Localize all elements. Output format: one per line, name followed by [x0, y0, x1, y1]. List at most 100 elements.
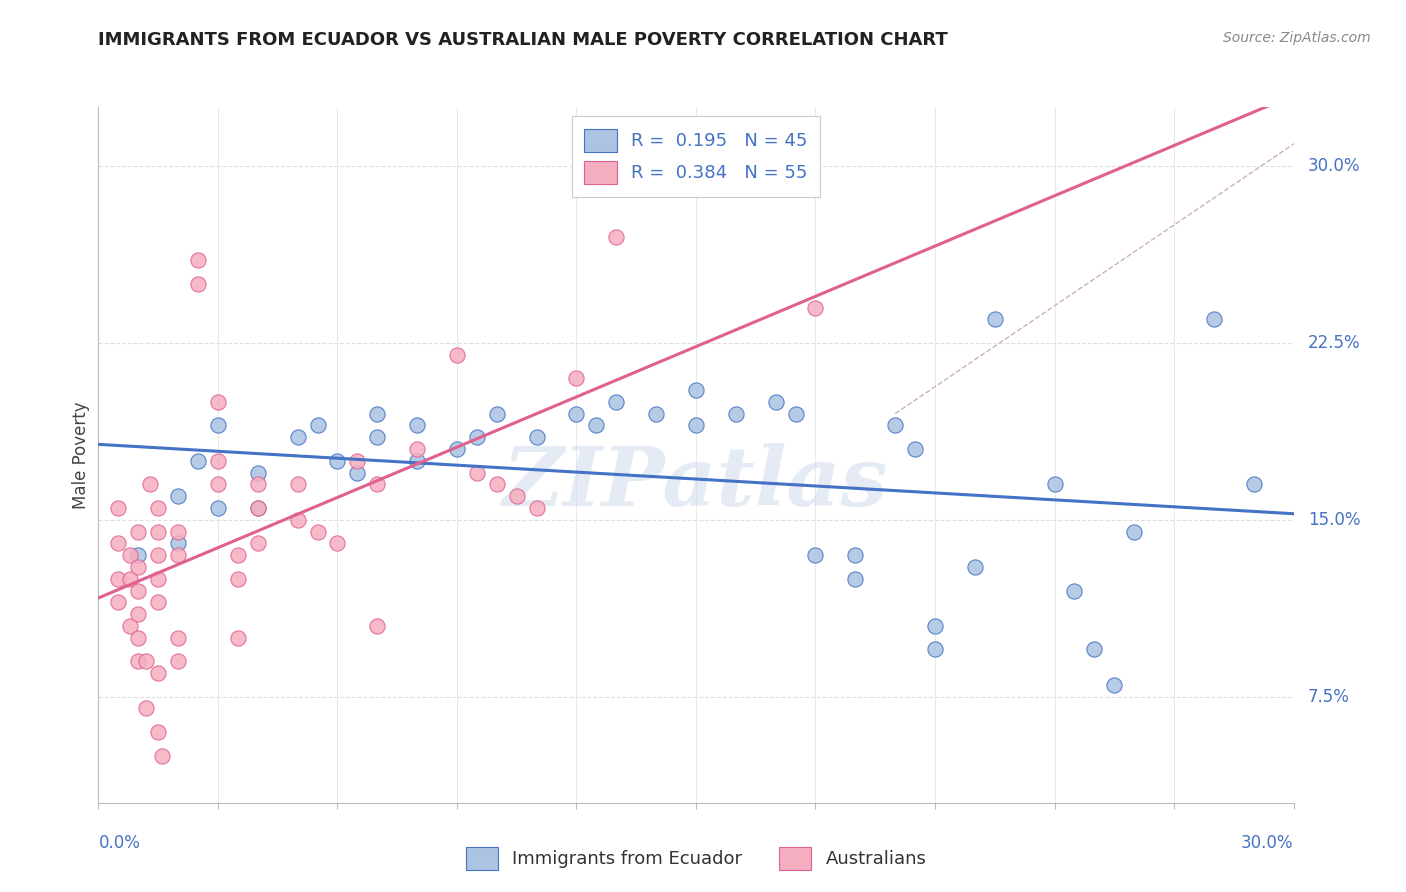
Point [685, 383, 707, 397]
Point [346, 466, 368, 480]
Point [246, 536, 269, 550]
Point [1102, 678, 1125, 692]
Y-axis label: Male Poverty: Male Poverty [72, 401, 90, 508]
Point [127, 583, 149, 598]
Point [226, 631, 249, 645]
Point [904, 442, 927, 456]
Point [167, 654, 190, 668]
Point [724, 407, 747, 421]
Point [148, 725, 170, 739]
Text: 0.0%: 0.0% [98, 834, 141, 852]
Point [685, 418, 707, 433]
Point [1243, 477, 1265, 491]
Point [167, 548, 190, 562]
Point [246, 500, 269, 515]
Point [148, 500, 170, 515]
Point [127, 560, 149, 574]
Point [139, 477, 162, 491]
Point [148, 524, 170, 539]
Point [167, 536, 190, 550]
Point [120, 619, 142, 633]
Point [287, 477, 309, 491]
Point [187, 454, 209, 468]
Point [287, 430, 309, 444]
Point [366, 619, 388, 633]
Point [148, 595, 170, 609]
Point [226, 572, 249, 586]
Point [485, 477, 508, 491]
Point [565, 407, 588, 421]
Text: ZIPatlas: ZIPatlas [503, 442, 889, 523]
Point [884, 418, 907, 433]
Point [326, 536, 349, 550]
Point [148, 572, 170, 586]
Point [1043, 477, 1066, 491]
Point [107, 572, 129, 586]
Point [605, 229, 627, 244]
Point [307, 524, 329, 539]
Point [148, 548, 170, 562]
Point [446, 348, 468, 362]
Point [326, 454, 349, 468]
Point [963, 560, 986, 574]
Point [844, 572, 866, 586]
Point [366, 430, 388, 444]
Text: 7.5%: 7.5% [1308, 688, 1350, 706]
Point [127, 654, 149, 668]
Point [148, 666, 170, 681]
Point [135, 654, 157, 668]
Point [765, 395, 787, 409]
Point [844, 548, 866, 562]
Text: IMMIGRANTS FROM ECUADOR VS AUSTRALIAN MALE POVERTY CORRELATION CHART: IMMIGRANTS FROM ECUADOR VS AUSTRALIAN MA… [98, 31, 948, 49]
Point [526, 500, 548, 515]
Point [406, 442, 429, 456]
Text: 22.5%: 22.5% [1308, 334, 1361, 351]
Point [446, 442, 468, 456]
Point [804, 548, 827, 562]
Point [150, 748, 173, 763]
Point [605, 395, 627, 409]
Point [226, 548, 249, 562]
Point [207, 500, 229, 515]
Point [207, 395, 229, 409]
Point [120, 548, 142, 562]
Point [246, 477, 269, 491]
Point [127, 524, 149, 539]
Point [506, 489, 529, 503]
Point [167, 524, 190, 539]
Point [406, 418, 429, 433]
Point [127, 607, 149, 621]
Point [366, 407, 388, 421]
Point [804, 301, 827, 315]
Point [1063, 583, 1085, 598]
Point [346, 454, 368, 468]
Point [107, 536, 129, 550]
Point [924, 619, 946, 633]
Point [983, 312, 1005, 326]
Text: 15.0%: 15.0% [1308, 511, 1361, 529]
Point [207, 418, 229, 433]
Point [785, 407, 807, 421]
Point [1083, 642, 1105, 657]
Point [207, 454, 229, 468]
Point [1202, 312, 1225, 326]
Text: Source: ZipAtlas.com: Source: ZipAtlas.com [1223, 31, 1371, 45]
Point [526, 430, 548, 444]
Point [565, 371, 588, 385]
Point [645, 407, 668, 421]
Legend: Immigrants from Ecuador, Australians: Immigrants from Ecuador, Australians [458, 839, 934, 877]
Point [107, 500, 129, 515]
Point [127, 548, 149, 562]
Point [307, 418, 329, 433]
Point [167, 631, 190, 645]
Point [207, 477, 229, 491]
Point [406, 454, 429, 468]
Point [1123, 524, 1146, 539]
Text: 30.0%: 30.0% [1308, 157, 1361, 175]
Point [107, 595, 129, 609]
Point [366, 477, 388, 491]
Point [585, 418, 607, 433]
Point [135, 701, 157, 715]
Point [246, 500, 269, 515]
Point [246, 466, 269, 480]
